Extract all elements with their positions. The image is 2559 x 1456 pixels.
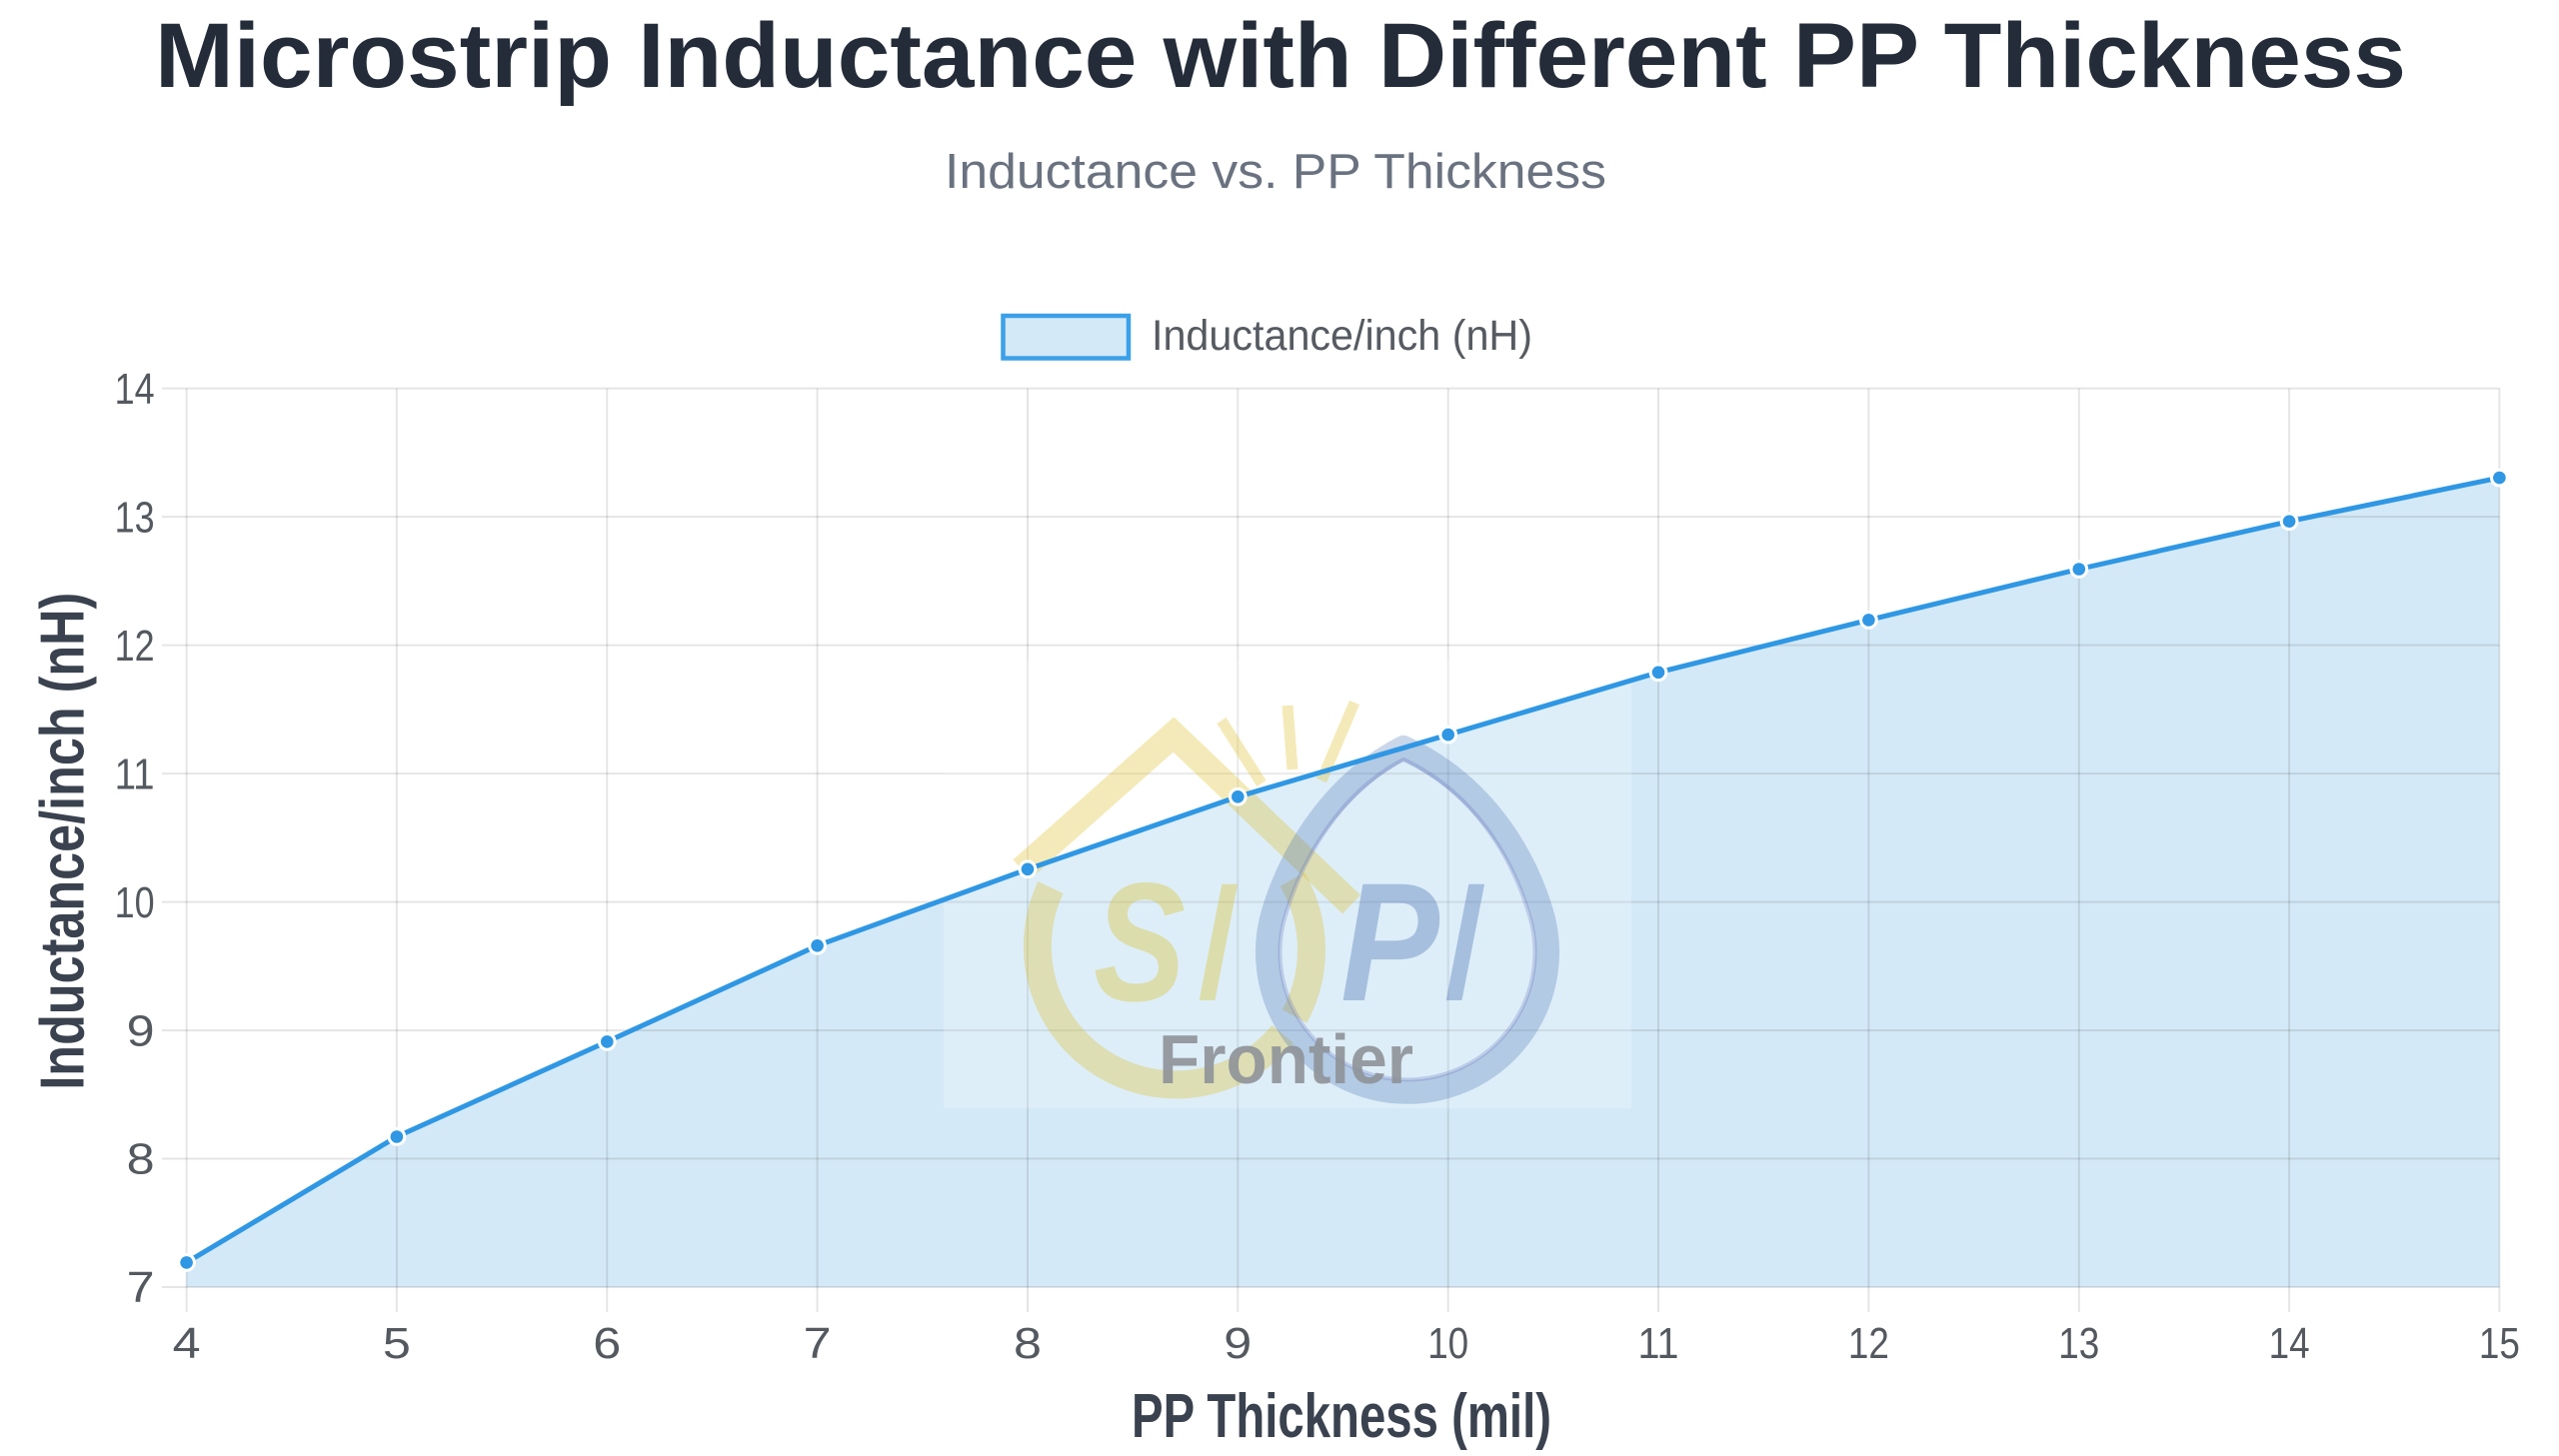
svg-text:Inductance/inch (nH): Inductance/inch (nH) (29, 593, 98, 1090)
svg-text:Inductance vs. PP Thickness: Inductance vs. PP Thickness (945, 145, 1606, 199)
svg-text:8: 8 (127, 1135, 155, 1184)
svg-text:14: 14 (115, 365, 155, 414)
svg-text:4: 4 (173, 1319, 201, 1368)
svg-text:I: I (1193, 847, 1240, 1036)
svg-text:14: 14 (2269, 1319, 2310, 1368)
svg-text:13: 13 (2058, 1319, 2099, 1368)
svg-text:11: 11 (1638, 1319, 1679, 1368)
svg-text:13: 13 (115, 493, 155, 542)
svg-text:Inductance/inch (nH): Inductance/inch (nH) (1152, 312, 1532, 360)
svg-text:I: I (1439, 847, 1486, 1036)
svg-text:7: 7 (804, 1319, 832, 1368)
svg-text:10: 10 (1427, 1319, 1468, 1368)
svg-text:12: 12 (115, 622, 155, 671)
svg-text:12: 12 (1848, 1319, 1889, 1368)
svg-text:11: 11 (115, 749, 155, 798)
svg-text:Microstrip Inductance with Dif: Microstrip Inductance with Different PP … (155, 5, 2406, 107)
svg-text:6: 6 (593, 1319, 621, 1368)
svg-text:S: S (1094, 847, 1186, 1036)
svg-text:9: 9 (127, 1006, 155, 1055)
svg-text:7: 7 (127, 1263, 155, 1312)
svg-text:9: 9 (1224, 1319, 1252, 1368)
svg-text:PP Thickness (mil): PP Thickness (mil) (1132, 1382, 1551, 1451)
svg-text:5: 5 (383, 1319, 411, 1368)
svg-text:10: 10 (115, 878, 155, 927)
svg-text:P: P (1340, 847, 1439, 1036)
svg-text:Frontier: Frontier (1159, 1020, 1413, 1098)
svg-text:15: 15 (2479, 1319, 2520, 1368)
svg-text:8: 8 (1014, 1319, 1042, 1368)
